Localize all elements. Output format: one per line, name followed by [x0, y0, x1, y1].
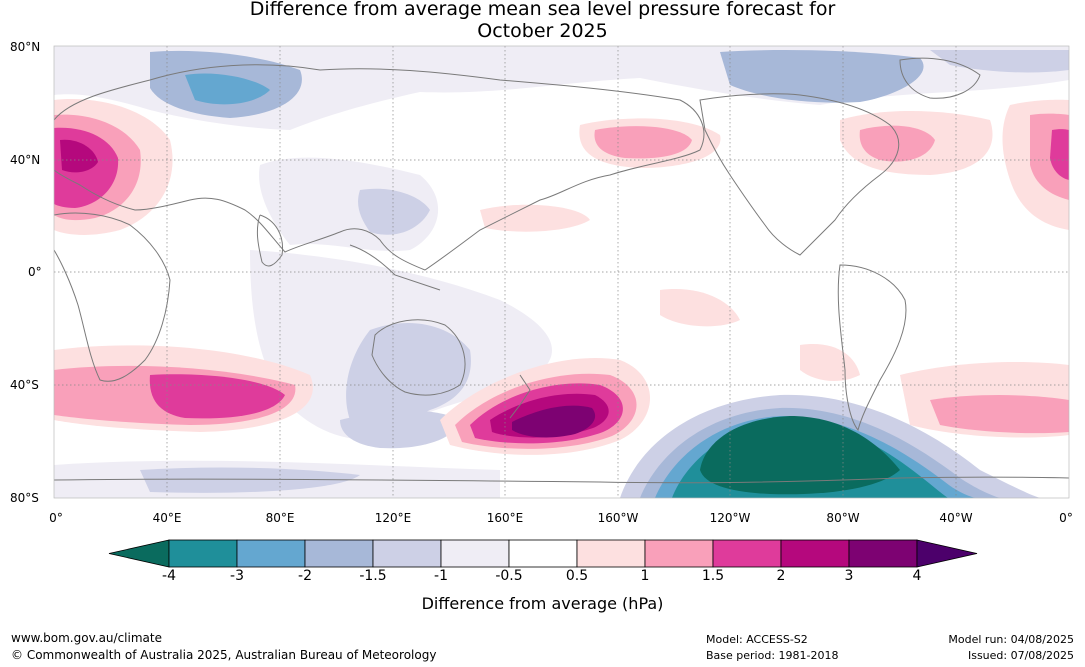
colorbar-tick-label: -2: [298, 568, 312, 584]
negative-anomaly-antarctic-core: [700, 416, 900, 495]
negative-anomaly-arctic-canada: [720, 50, 924, 103]
colorbar-tick-label: -0.5: [495, 568, 523, 584]
colorbar-bin: [236, 539, 306, 568]
lat-label-80n: 80°N: [10, 40, 41, 54]
coastline-new-zealand: [509, 374, 531, 419]
anomaly-fill-layer: [54, 46, 1069, 498]
colorbar-bin: [644, 539, 714, 568]
colorbar-tick-label: -1: [434, 568, 448, 584]
colorbar-bin: [576, 539, 646, 568]
graticule: [54, 46, 1069, 498]
coastline-north-america: [699, 93, 900, 256]
map-title-line2: October 2025: [477, 20, 608, 42]
colorbar-bin: [848, 539, 918, 568]
coastline-south-america: [837, 264, 907, 432]
positive-anomaly-north-pacific: [594, 126, 692, 159]
coastline-antarctica: [54, 476, 1069, 484]
coastline-layer: [54, 57, 1069, 484]
coastline-india: [256, 214, 284, 267]
lon-label-40e: 40°E: [152, 511, 182, 525]
footer-copyright: © Commonwealth of Australia 2025, Austra…: [11, 648, 437, 662]
lon-label-80e: 80°E: [265, 511, 295, 525]
footer-model-run: Model run: 04/08/2025: [948, 633, 1074, 646]
coastline-europe-asia: [54, 64, 705, 271]
lon-label-0: 0°: [49, 511, 63, 525]
positive-anomaly-new-zealand-core: [512, 405, 596, 438]
lon-label-40w: 40°W: [939, 511, 973, 525]
colorbar-title: Difference from average (hPa): [421, 594, 664, 613]
lon-label-160e: 160°E: [486, 511, 524, 525]
colorbar-bin: [168, 539, 238, 568]
lon-label-120w: 120°W: [709, 511, 751, 525]
coastline-australia: [371, 319, 466, 396]
colorbar-arrow-low: [108, 539, 170, 568]
coastline-africa: [54, 212, 171, 382]
lat-label-40s: 40°S: [10, 378, 39, 392]
lat-label-40n: 40°N: [10, 153, 41, 167]
colorbar-tick-label: 4: [912, 568, 922, 584]
footer-base-period: Base period: 1981-2018: [706, 649, 839, 662]
coastline-greenland: [899, 57, 981, 99]
footer-issued: Issued: 07/08/2025: [967, 649, 1074, 662]
colorbar-bin: [712, 539, 782, 568]
positive-anomaly-north-atlantic: [859, 125, 935, 162]
positive-anomaly-mid-pacific: [480, 204, 590, 232]
positive-anomaly-east-europe-core: [1050, 129, 1069, 180]
colorbar-bin: [508, 539, 578, 568]
negative-anomaly-southern-band-2: [140, 467, 360, 493]
map-frame: [53, 45, 1070, 499]
colorbar-tick-label: 1.5: [701, 568, 725, 584]
colorbar-tick-label: 1: [640, 568, 650, 584]
colorbar-bin: [780, 539, 850, 568]
colorbar-tick-label: -3: [230, 568, 244, 584]
colorbar: [108, 539, 978, 568]
lon-label-80w: 80°W: [826, 511, 860, 525]
map-title-line1: Difference from average mean sea level p…: [249, 0, 836, 20]
negative-anomaly-australia: [346, 322, 471, 426]
negative-anomaly-north-atlantic: [930, 50, 1069, 73]
lon-label-160w: 160°W: [597, 511, 639, 525]
positive-anomaly-tropical-pacific: [660, 289, 740, 327]
lon-label-0-east: 0°: [1059, 511, 1073, 525]
colorbar-tick-label: 3: [844, 568, 854, 584]
colorbar-bin: [304, 539, 374, 568]
lon-label-120e: 120°E: [374, 511, 412, 525]
negative-anomaly-siberia-core: [185, 73, 270, 105]
positive-anomaly-europe-core: [60, 139, 98, 173]
colorbar-tick-label: 0.5: [565, 568, 589, 584]
colorbar-arrow-high: [916, 539, 978, 568]
colorbar-bin: [372, 539, 442, 568]
colorbar-tick-label: 2: [776, 568, 786, 584]
coastline-southeast-asia: [349, 244, 441, 291]
lat-label-80s: 80°S: [10, 491, 39, 505]
colorbar-bin: [440, 539, 510, 568]
lat-label-equator: 0°: [28, 265, 42, 279]
negative-anomaly-south-indian: [340, 410, 460, 449]
colorbar-tick-label: -1.5: [359, 568, 387, 584]
footer-url: www.bom.gov.au/climate: [11, 631, 162, 645]
footer-model: Model: ACCESS-S2: [706, 633, 808, 646]
positive-anomaly-south-atlantic: [930, 395, 1069, 434]
colorbar-tick-label: -4: [162, 568, 176, 584]
negative-anomaly-asia-inner: [358, 188, 430, 235]
